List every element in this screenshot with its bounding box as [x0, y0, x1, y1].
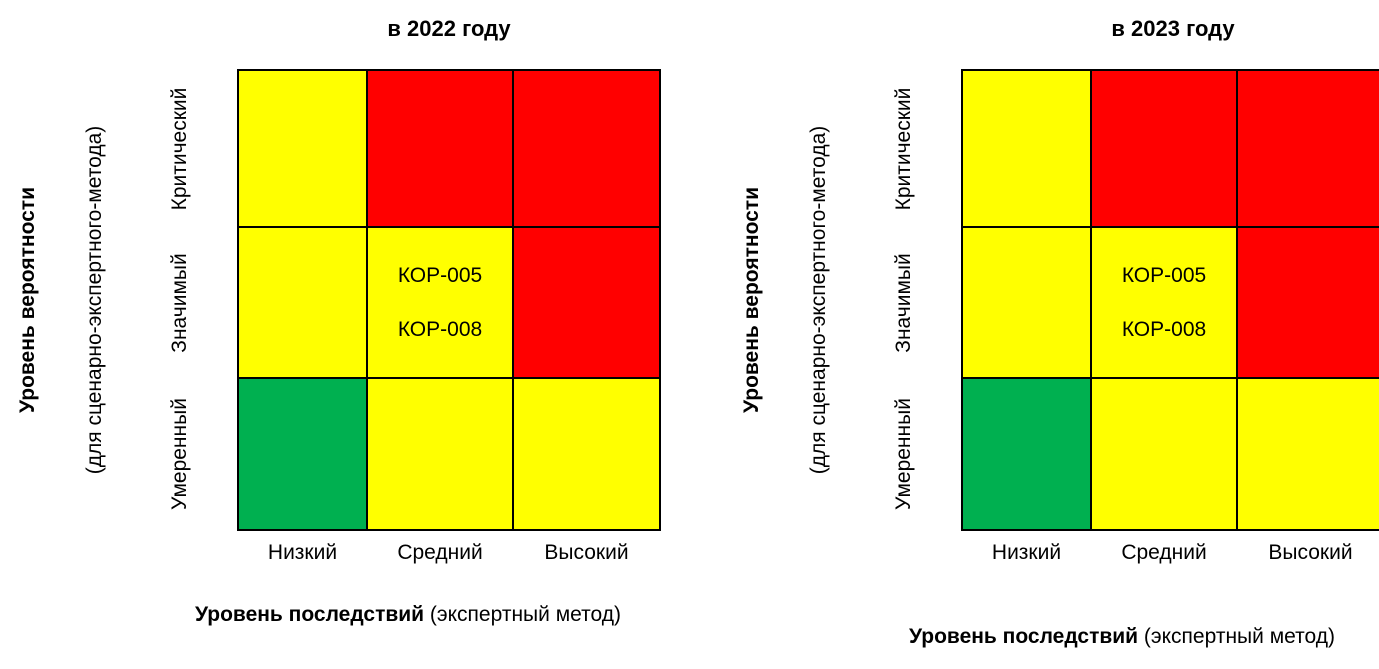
y-axis-subtitle: (для сценарно-экспертного-метода): [807, 125, 830, 475]
matrix-cell: [237, 377, 368, 531]
col-label: Средний: [397, 541, 483, 564]
col-label: Низкий: [991, 541, 1062, 564]
matrix-cell: [961, 377, 1092, 531]
row-label: Умеренный: [168, 398, 191, 510]
x-title-bold: Уровень последствий: [909, 625, 1139, 648]
matrix-cell: [961, 226, 1092, 379]
matrix-cell: [1236, 377, 1379, 531]
y-axis-title: Уровень вероятности: [16, 187, 39, 413]
col-label: Высокий: [544, 541, 629, 564]
y-axis-title: Уровень вероятности: [740, 187, 763, 413]
row-label: Значимый: [168, 252, 191, 353]
matrix-cell: [1090, 377, 1238, 531]
row-label: Умеренный: [892, 398, 915, 510]
x-axis-title: Уровень последствий (экспертный метод): [862, 617, 1379, 657]
risk-code: КОР-008: [397, 317, 483, 341]
matrix-title: в 2022 году: [387, 16, 511, 41]
risk-code: КОР-008: [1121, 317, 1207, 341]
matrix-cell: [512, 226, 661, 379]
matrix-cell: КОР-005 КОР-008: [366, 226, 514, 379]
row-label: Значимый: [892, 252, 915, 353]
matrix-cell: [1236, 226, 1379, 379]
x-title-rest: (экспертный метод): [429, 603, 621, 626]
matrix-cell: [366, 377, 514, 531]
x-title-rest: (экспертный метод): [1143, 625, 1335, 648]
row-label: Критический: [892, 87, 915, 210]
matrix-cell: [1236, 69, 1379, 228]
col-label: Высокий: [1268, 541, 1353, 564]
risk-code: КОР-005: [397, 263, 483, 287]
matrix-cell: [512, 377, 661, 531]
col-label: Средний: [1121, 541, 1207, 564]
row-label: Критический: [168, 87, 191, 210]
matrix-cell: [512, 69, 661, 228]
col-label: Низкий: [267, 541, 338, 564]
y-axis-subtitle: (для сценарно-экспертного-метода): [83, 125, 106, 475]
matrix-title: в 2023 году: [1111, 16, 1235, 41]
matrix-cell: [961, 69, 1092, 228]
x-title-bold: Уровень последствий: [195, 603, 425, 626]
matrix-cell: [1090, 69, 1238, 228]
matrix-cell: [237, 69, 368, 228]
x-axis-title: Уровень последствий (экспертный метод): [178, 595, 638, 635]
matrix-cell: [237, 226, 368, 379]
risk-code: КОР-005: [1121, 263, 1207, 287]
matrix-cell: [366, 69, 514, 228]
matrix-cell: КОР-005 КОР-008: [1090, 226, 1238, 379]
